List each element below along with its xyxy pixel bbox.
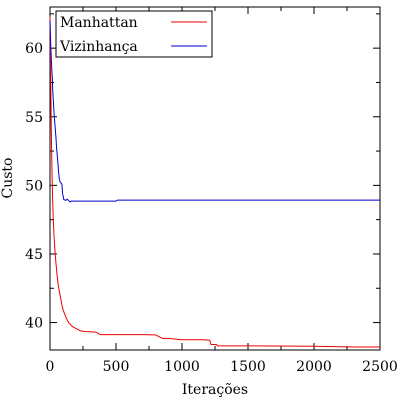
x-axis-label: Iterações	[182, 382, 248, 398]
x-tick-label: 0	[46, 359, 55, 375]
y-tick-label: 50	[25, 178, 43, 194]
x-tick-label: 2000	[296, 359, 332, 375]
x-tick-label: 2500	[362, 359, 398, 375]
legend-label-vizinhanca: Vizinhança	[59, 39, 138, 55]
legend-label-manhattan: Manhattan	[60, 15, 138, 31]
legend: Manhattan Vizinhança	[55, 10, 213, 58]
x-tick-label: 500	[103, 359, 130, 375]
tick-labels: 0 500 1000 1500 2000 2500 40 45 50 55 60	[25, 41, 398, 375]
axis-ticks	[49, 7, 381, 350]
x-tick-label: 1500	[230, 359, 266, 375]
series-line-0	[49, 16, 380, 348]
y-axis-label: Custo	[0, 158, 16, 199]
series-line-1	[49, 20, 380, 203]
series-lines	[49, 16, 380, 348]
legend-box	[55, 10, 213, 58]
y-tick-label: 40	[25, 316, 43, 332]
plot-frame	[49, 6, 381, 351]
y-tick-label: 45	[25, 247, 43, 263]
y-tick-label: 55	[25, 110, 43, 126]
x-tick-label: 1000	[164, 359, 200, 375]
y-tick-label: 60	[25, 41, 43, 57]
